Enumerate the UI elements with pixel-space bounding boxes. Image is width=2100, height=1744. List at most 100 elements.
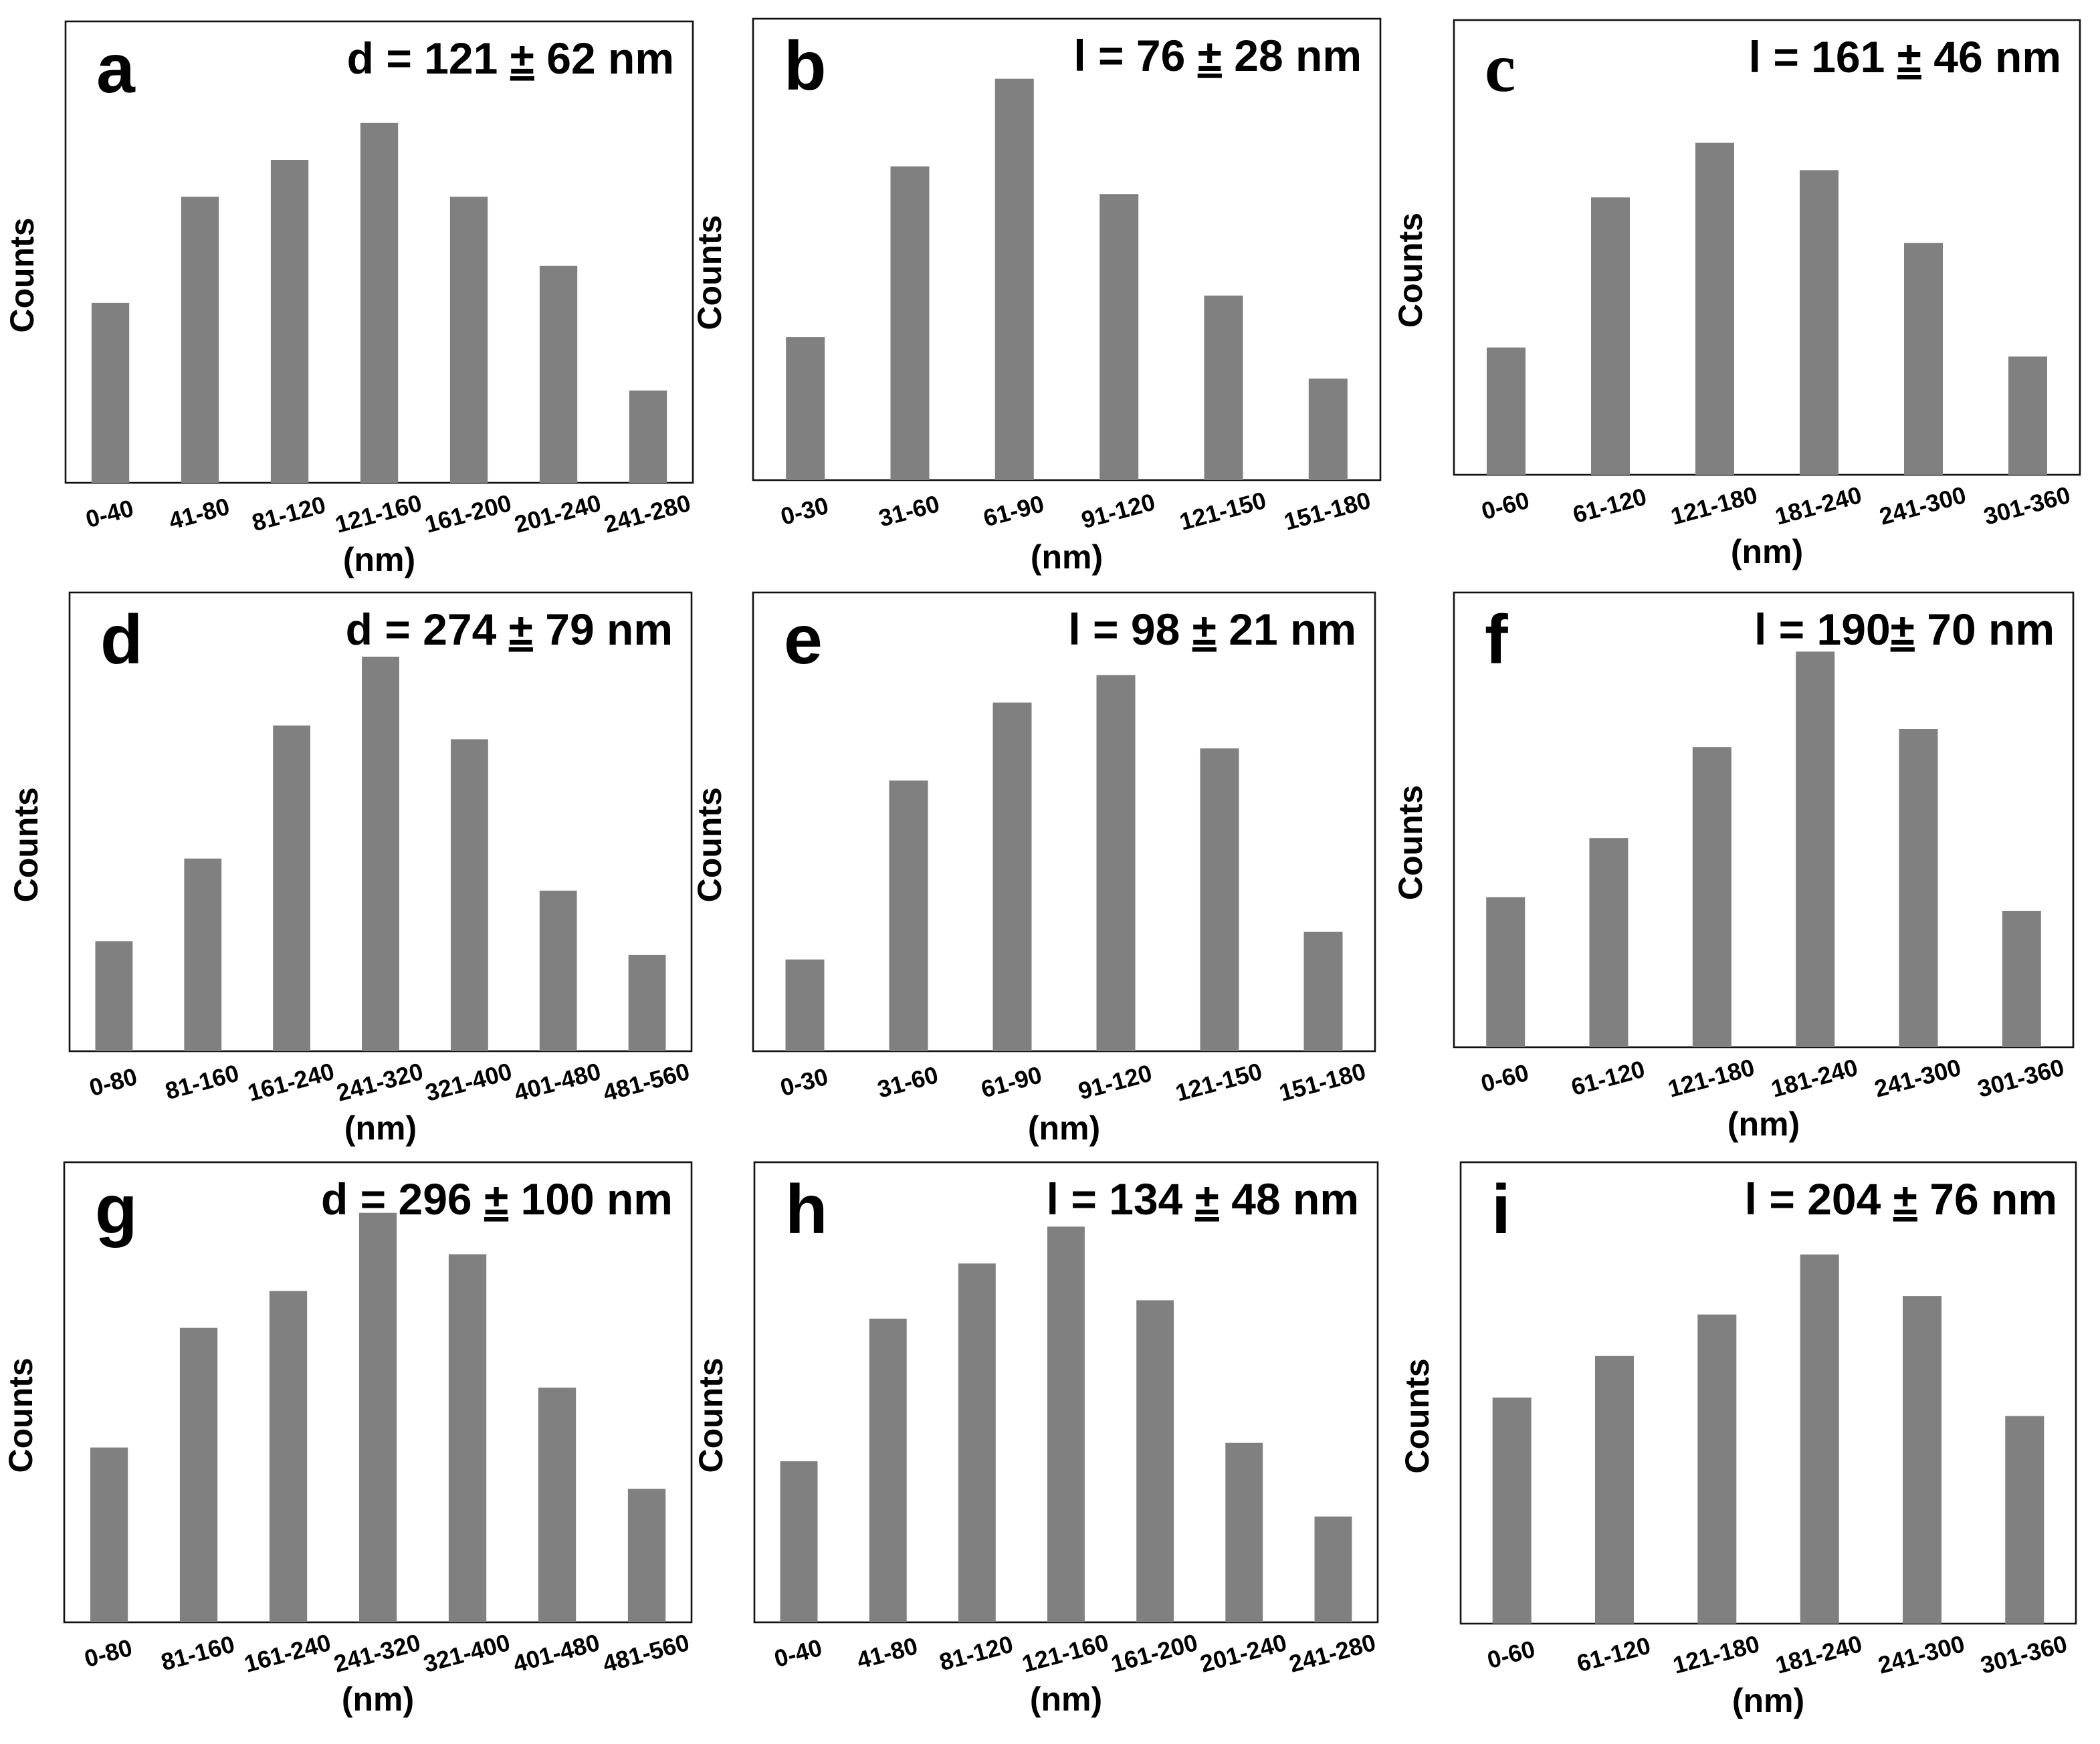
bar-f-61-120 <box>1589 838 1629 1047</box>
tick-label-e-5: 151-180 <box>1276 1057 1368 1107</box>
stat-pm-a: ± <box>510 33 534 83</box>
stat-sd-d: 79 nm <box>545 605 673 654</box>
tick-label-h-6: 241-280 <box>1286 1628 1378 1678</box>
y-axis-label-f: Counts <box>1392 785 1429 900</box>
panel-g: 0-80 81-160 161-240241-320321-400401-48048… <box>2 1161 693 1718</box>
y-axis-label-d: Counts <box>7 787 45 902</box>
tick-label-g-1: 81-160 <box>158 1630 237 1676</box>
bar-f-301-360 <box>2002 911 2041 1047</box>
stat-sd-i: 76 nm <box>1929 1174 2057 1224</box>
tick-label-a-1: 41-80 <box>166 492 233 534</box>
panel-letter-a: a <box>96 30 136 108</box>
bar-c-0-60 <box>1487 347 1526 475</box>
bar-e-151-180 <box>1303 932 1343 1051</box>
stat-pm-d: ± <box>509 605 533 654</box>
stat-annotation-h: l = 134 ± 48 nm <box>1047 1174 1359 1224</box>
tick-label-a-0: 0-40 <box>83 494 136 533</box>
tick-label-f-0: 0-60 <box>1478 1059 1532 1097</box>
stat-sd-a: 62 nm <box>546 33 674 83</box>
plot-frame-c <box>1453 19 2081 476</box>
tick-label-d-5: 401-480 <box>511 1057 603 1107</box>
stat-mean-g: 296 <box>398 1174 471 1224</box>
bar-f-121-180 <box>1692 747 1731 1047</box>
bar-g-241-320 <box>358 1212 397 1622</box>
bar-a-241-280 <box>629 391 667 483</box>
bar-b-0-30 <box>786 337 825 480</box>
stat-pm-e: ± <box>1192 605 1217 654</box>
bar-b-91-120 <box>1099 194 1139 480</box>
bar-h-161-200 <box>1136 1300 1174 1622</box>
tick-label-i-5: 301-360 <box>1978 1630 2070 1679</box>
x-axis-label-a: (nm) <box>343 541 415 578</box>
bar-f-181-240 <box>1796 651 1835 1047</box>
tick-label-d-0: 0-80 <box>86 1063 140 1101</box>
bar-e-31-60 <box>889 780 928 1051</box>
tick-label-h-4: 161-200 <box>1108 1628 1200 1678</box>
tick-label-i-4: 241-300 <box>1875 1630 1968 1679</box>
tick-label-g-4: 321-400 <box>421 1628 513 1678</box>
y-axis-label-i: Counts <box>1398 1358 1436 1473</box>
tick-label-g-2: 161-240 <box>241 1628 334 1678</box>
stat-mean-h: 134 <box>1109 1174 1182 1224</box>
stat-head-a: d <box>347 33 374 83</box>
panel-letter-e: e <box>784 601 823 679</box>
stat-head-i: l <box>1745 1174 1757 1224</box>
stat-head-f: l <box>1754 605 1766 654</box>
bar-f-0-60 <box>1486 897 1526 1047</box>
tick-label-d-6: 481-560 <box>600 1057 692 1107</box>
tick-label-c-4: 241-300 <box>1877 481 1969 530</box>
bar-c-181-240 <box>1800 170 1839 475</box>
tick-label-b-3: 91-120 <box>1078 488 1158 534</box>
bar-h-241-280 <box>1314 1516 1352 1622</box>
panel-letter-f: f <box>1485 601 1508 679</box>
stat-pm-i: ± <box>1893 1174 1917 1224</box>
x-axis-label-d: (nm) <box>344 1109 417 1147</box>
tick-label-b-1: 31-60 <box>875 489 942 532</box>
x-axis-label-g: (nm) <box>342 1680 414 1718</box>
stat-sd-b: 28 nm <box>1234 31 1362 80</box>
plot-frame-b <box>752 17 1382 481</box>
bar-g-161-240 <box>269 1291 308 1622</box>
tick-label-h-5: 201-240 <box>1197 1628 1289 1678</box>
bar-i-241-300 <box>1903 1296 1941 1624</box>
stat-head-g: d <box>321 1174 348 1224</box>
bar-h-0-40 <box>780 1461 818 1622</box>
tick-label-d-4: 321-400 <box>423 1057 515 1107</box>
bar-h-81-120 <box>958 1263 996 1622</box>
x-axis-label-b: (nm) <box>1031 538 1103 576</box>
bar-a-121-160 <box>360 122 399 483</box>
bar-g-321-400 <box>448 1254 487 1622</box>
bar-c-61-120 <box>1591 197 1630 475</box>
panel-letter-d: d <box>100 601 143 679</box>
tick-label-a-5: 201-240 <box>512 489 604 538</box>
panel-d: 0-80 81-160 161-240241-320321-400401-48048… <box>7 591 692 1147</box>
tick-label-a-3: 121-160 <box>332 489 425 538</box>
tick-label-d-3: 241-320 <box>334 1057 426 1107</box>
stat-pm-g: ± <box>484 1174 508 1224</box>
bar-b-121-150 <box>1204 296 1243 480</box>
tick-label-c-5: 301-360 <box>1981 481 2073 530</box>
stat-mean-b: 76 <box>1136 31 1185 80</box>
y-axis-label-b: Counts <box>691 215 728 330</box>
bar-c-121-180 <box>1695 142 1734 475</box>
stat-head-b: l <box>1073 31 1085 80</box>
bar-d-321-400 <box>451 739 488 1051</box>
tick-label-g-6: 481-560 <box>600 1628 692 1678</box>
tick-label-f-2: 121-180 <box>1665 1053 1757 1103</box>
tick-label-f-3: 181-240 <box>1768 1053 1861 1103</box>
bar-b-151-180 <box>1308 378 1348 480</box>
tick-label-h-0: 0-40 <box>771 1634 825 1672</box>
x-axis-label-h: (nm) <box>1030 1680 1102 1718</box>
stat-annotation-a: d = 121 ± 62 nm <box>347 33 674 83</box>
tick-label-c-1: 61-120 <box>1570 483 1649 529</box>
bar-a-161-200 <box>449 197 488 483</box>
tick-label-d-1: 81-160 <box>163 1059 242 1105</box>
tick-label-e-0: 0-30 <box>777 1063 831 1101</box>
tick-label-h-2: 81-120 <box>936 1630 1016 1676</box>
tick-label-a-2: 81-120 <box>249 491 328 537</box>
bar-a-201-240 <box>539 265 578 483</box>
y-axis-label-a: Counts <box>3 217 41 332</box>
stat-mean-d: 274 <box>423 605 496 654</box>
bar-d-401-480 <box>539 890 577 1051</box>
